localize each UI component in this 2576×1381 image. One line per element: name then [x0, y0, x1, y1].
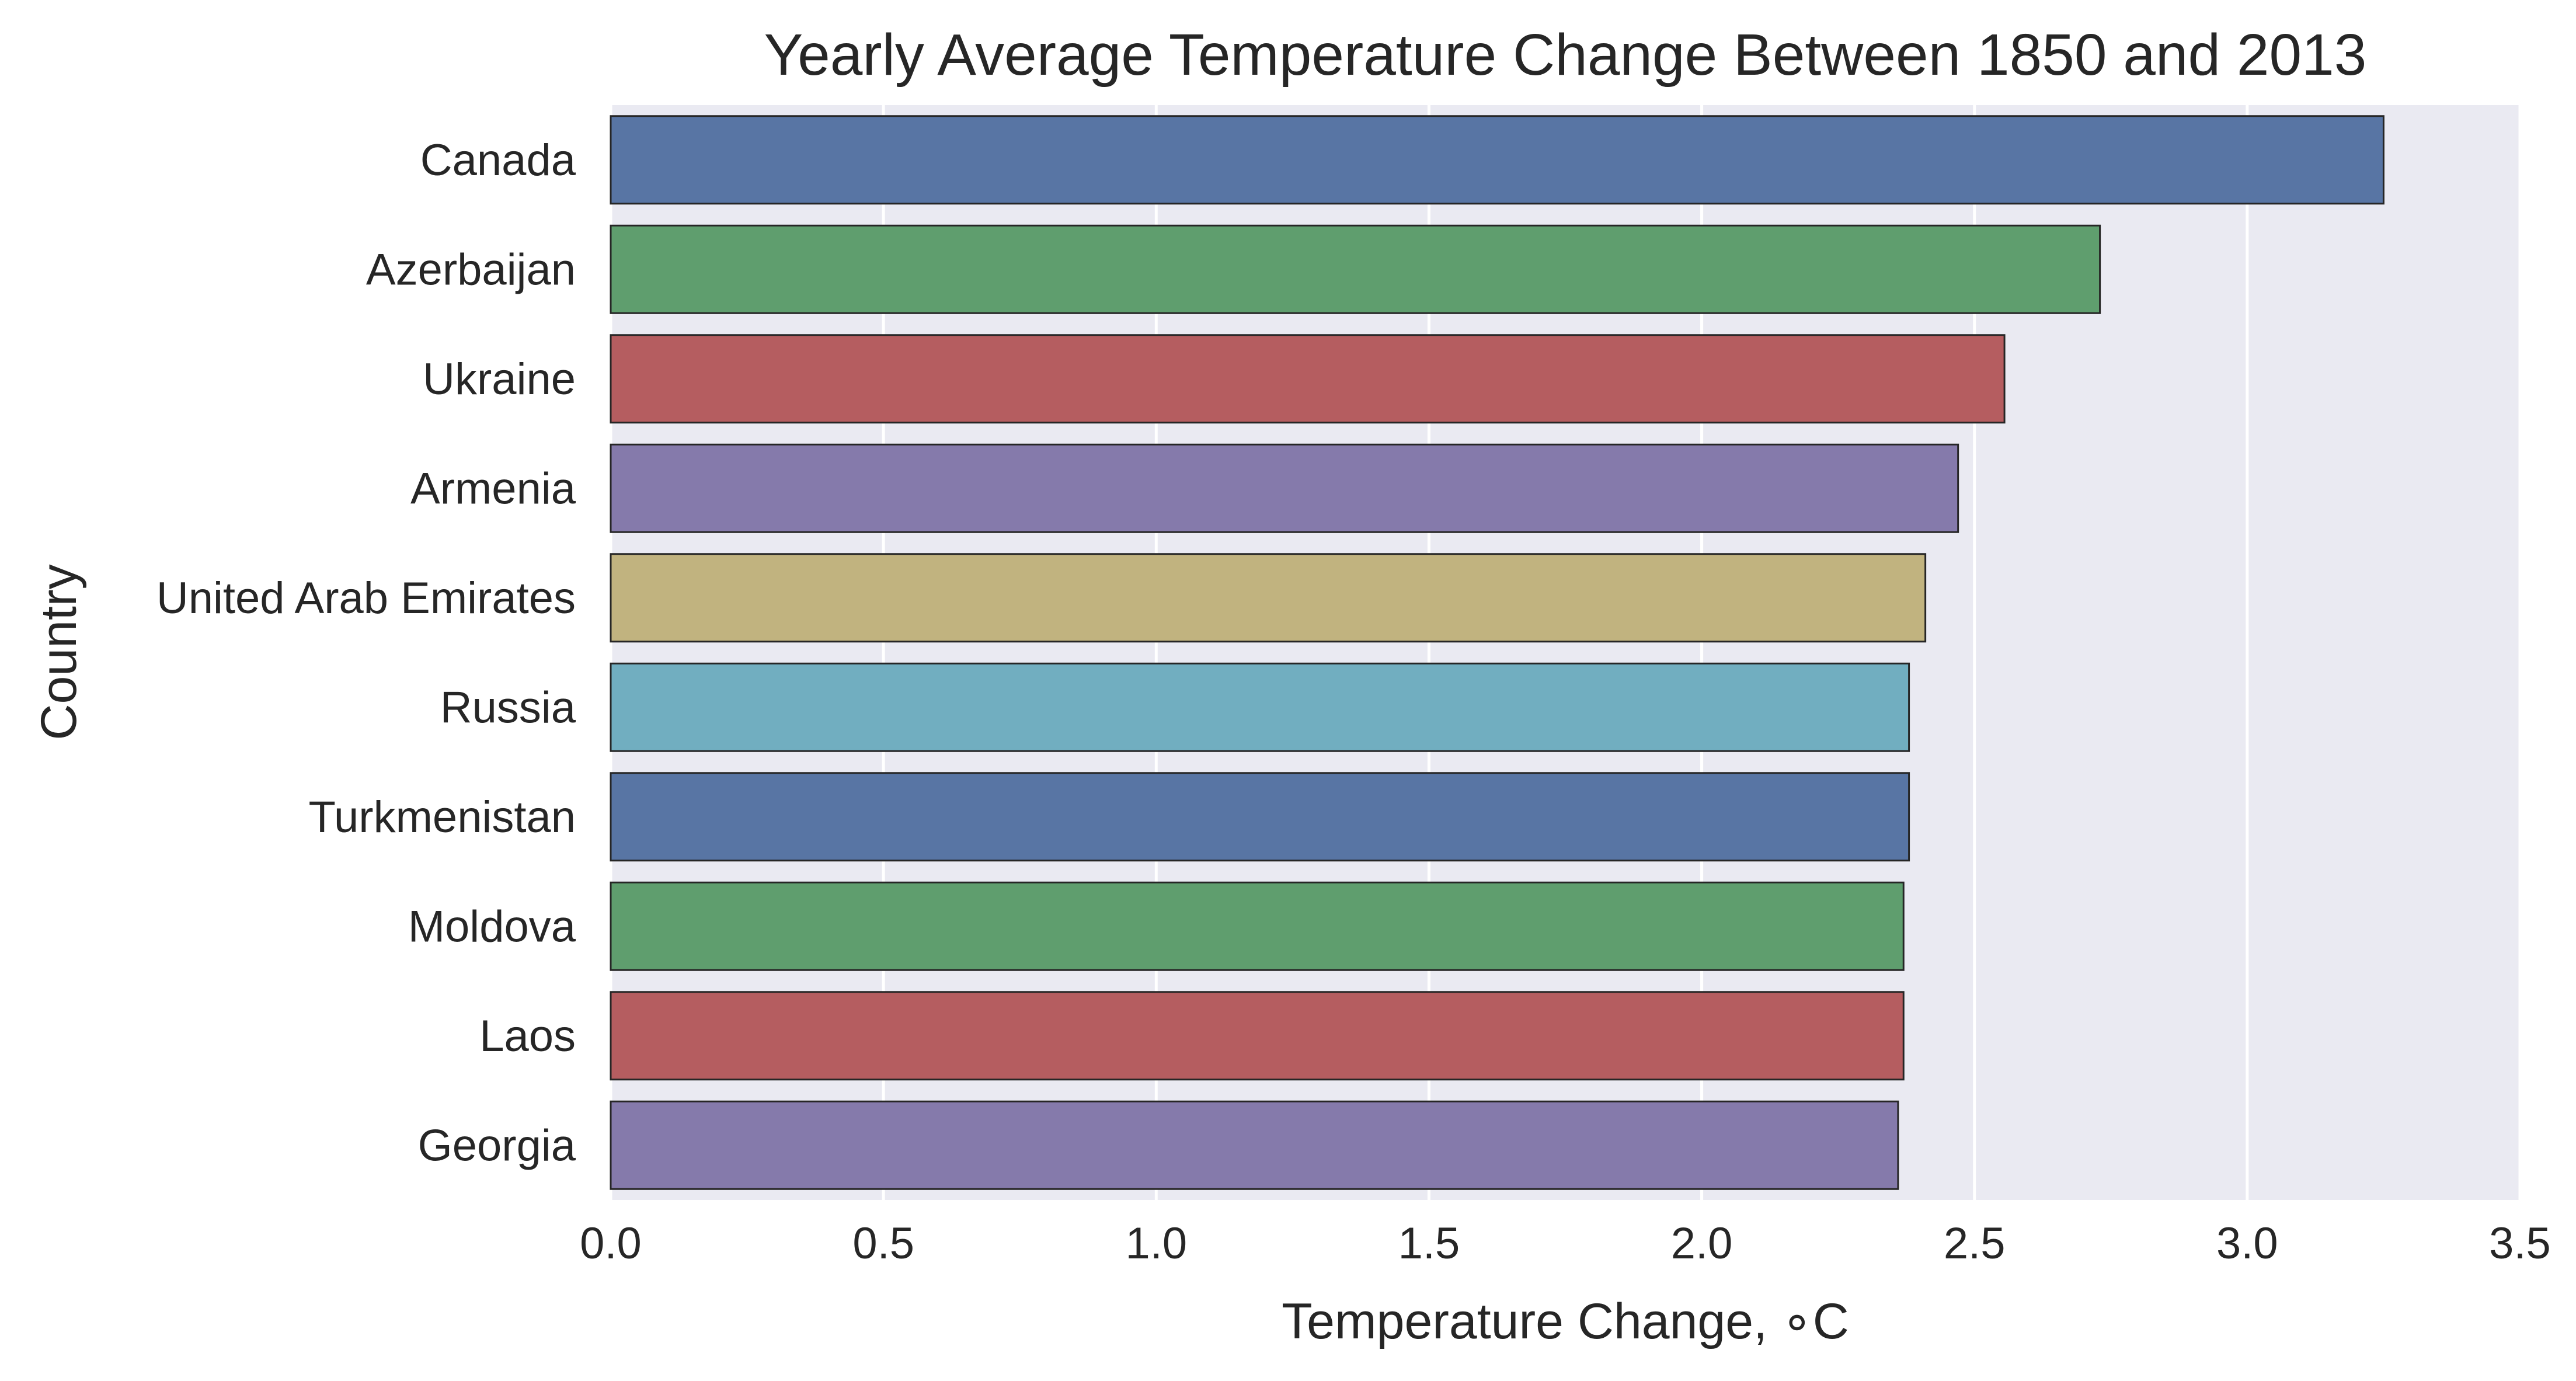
- x-tick-label: 2.0: [1671, 1219, 1733, 1268]
- y-tick-label: United Arab Emirates: [156, 573, 576, 623]
- x-tick-label: 3.5: [2489, 1219, 2551, 1268]
- bar-turkmenistan: [611, 773, 1909, 861]
- x-tick-label: 2.5: [1944, 1219, 2006, 1268]
- bar-ukraine: [611, 335, 2004, 423]
- y-tick-label: Armenia: [410, 464, 576, 513]
- y-tick-label: Georgia: [418, 1121, 576, 1170]
- y-tick-label: Ukraine: [423, 354, 576, 404]
- y-axis-label: Country: [31, 564, 87, 740]
- y-tick-labels: Canada Azerbaijan Ukraine Armenia United Ara…: [156, 135, 576, 1171]
- x-tick-label: 0.0: [580, 1219, 642, 1268]
- bar-laos: [611, 992, 1903, 1080]
- y-tick-label: Turkmenistan: [308, 792, 576, 842]
- bar-canada: [611, 116, 2383, 204]
- x-axis-label: Temperature Change, ∘C: [1282, 1293, 1849, 1349]
- bar-moldova: [611, 882, 1903, 970]
- bar-azerbaijan: [611, 225, 2100, 313]
- y-tick-label: Moldova: [408, 902, 576, 951]
- y-tick-label: Russia: [440, 683, 576, 732]
- chart-title: Yearly Average Temperature Change Betwee…: [764, 22, 2367, 88]
- bar-russia: [611, 663, 1909, 751]
- bar-armenia: [611, 444, 1958, 532]
- x-tick-label: 3.0: [2216, 1219, 2278, 1268]
- x-tick-label: 1.5: [1398, 1219, 1460, 1268]
- x-tick-labels: 0.0 0.5 1.0 1.5 2.0 2.5 3.0 3.5: [580, 1219, 2551, 1268]
- y-tick-label: Azerbaijan: [366, 245, 576, 294]
- y-tick-label: Laos: [479, 1011, 576, 1061]
- bar-united-arab-emirates: [611, 554, 1926, 642]
- bar-georgia: [611, 1101, 1898, 1189]
- y-tick-label: Canada: [420, 135, 576, 185]
- x-tick-label: 0.5: [852, 1219, 914, 1268]
- x-tick-label: 1.0: [1125, 1219, 1187, 1268]
